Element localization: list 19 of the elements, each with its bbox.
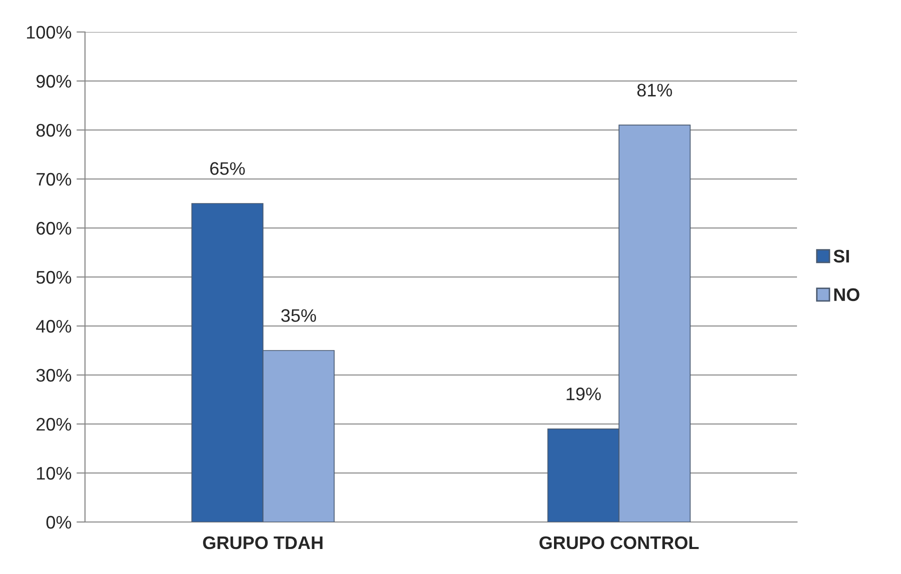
y-tick-label: 70% <box>36 172 72 186</box>
x-tick-label: GRUPO TDAH <box>203 536 322 550</box>
y-tick-label: 50% <box>36 270 72 284</box>
y-tick-label: 10% <box>37 466 72 480</box>
data-label: 65% <box>210 162 245 175</box>
y-tick-label: 100% <box>27 26 72 39</box>
y-tick-label: 30% <box>36 368 72 382</box>
y-tick-label: 90% <box>36 74 72 88</box>
data-label: 81% <box>637 84 672 97</box>
y-tick-label: 40% <box>36 320 72 333</box>
y-tick-label: 20% <box>36 418 72 431</box>
data-label: 35% <box>281 309 316 322</box>
x-tick-label: GRUPO CONTROL <box>540 536 699 550</box>
y-tick-label: 80% <box>36 124 72 137</box>
y-tick-label: 60% <box>36 222 72 235</box>
data-label: 19% <box>566 388 601 400</box>
legend-label: SI <box>834 250 849 263</box>
y-tick-label: 0% <box>46 516 72 529</box>
legend-label: NO <box>834 288 860 302</box>
